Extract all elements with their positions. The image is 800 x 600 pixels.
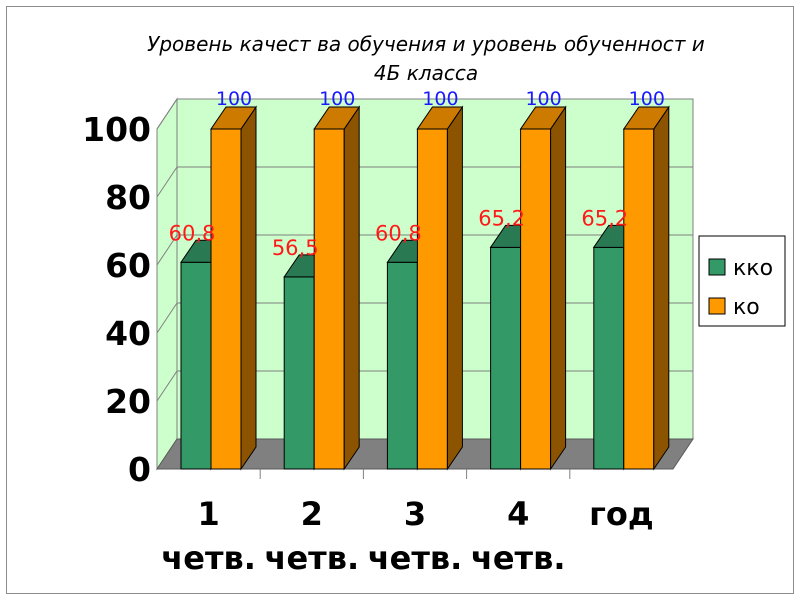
y-tick-label: 100 [82,110,151,149]
bar-ко-4 [519,105,567,471]
bar-side [240,105,257,471]
bar-top [519,106,567,130]
x-tick-label: 3 [404,495,426,533]
bar-front [623,128,655,470]
data-label-кко: 60,8 [169,221,216,245]
bar-front [593,246,625,470]
data-labels: 60,8 100 56,5 100 60,8 100 65,2 100 65,2 100 [169,88,665,260]
chart-frame: 0 20 40 60 80 100 1 четв. 2 четв. 3 четв. 4 четв. год … [6,6,794,594]
bar-side [653,105,670,471]
bar-ко-5 [622,105,670,471]
side-wall [156,97,178,471]
bar-front [416,128,448,470]
axis-labels: 0 20 40 60 80 100 1 четв. 2 четв. 3 четв. 4 четв. год [82,110,654,577]
bar-side [446,105,463,471]
x-tick-label-line2: четв. [368,539,463,577]
y-tick-label: 20 [105,382,151,421]
y-tick-label: 80 [105,178,151,217]
chart-title-line2: 4Б класса [374,61,478,85]
bar-top [313,106,361,130]
bar-side [550,105,567,471]
x-tick-label-line2: четв. [471,539,566,577]
legend: кко ко [698,235,786,327]
data-label-кко: 60,8 [375,221,422,245]
bars-group [180,105,670,471]
legend-swatch-ko [708,297,726,315]
legend-swatch-kko [708,258,726,276]
x-tick-label: 2 [301,495,323,533]
y-tick-label: 60 [105,246,151,285]
bar-front [386,261,418,470]
bar-ко-2 [313,105,361,471]
data-label-кко: 56,5 [272,236,319,260]
data-label-ко: 100 [525,88,561,110]
bar-front [283,276,315,470]
bar-ко-1 [210,105,257,471]
y-tick-label: 0 [128,450,151,489]
bar-side [343,105,360,471]
x-tick-label-line2: четв. [161,539,256,577]
data-label-ко: 100 [319,88,355,110]
data-label-кко: 65,2 [478,206,525,230]
bar-top [416,106,464,130]
bar-front [520,128,552,470]
bar-top [622,106,670,130]
data-label-кко: 65,2 [581,206,628,230]
chart-area: 0204060801001четв.2четв.3четв.4четв.год … [82,32,786,577]
bar-front [210,128,242,470]
bar-front [490,246,522,470]
data-label-ко: 100 [422,88,458,110]
x-tick-label: год [589,495,654,533]
x-tick-label-line2: четв. [264,539,359,577]
x-tick-label: 4 [507,495,529,533]
gridline [156,98,693,130]
legend-label-ko: ко [733,295,760,320]
legend-label-kko: кко [733,256,773,281]
bar-front [180,261,212,470]
bar-ко-3 [416,105,464,471]
x-tick-label: 1 [197,495,219,533]
bar-top [210,106,257,130]
data-label-ко: 100 [629,88,665,110]
y-tick-label: 40 [105,314,151,353]
chart-title-line1: Уровень качест ва обучения и уровень обу… [147,32,705,56]
data-label-ко: 100 [216,88,252,110]
bar-front [313,128,345,470]
